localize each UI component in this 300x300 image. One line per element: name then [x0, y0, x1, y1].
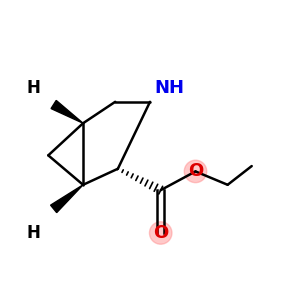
Text: NH: NH	[154, 80, 184, 98]
Text: O: O	[188, 162, 203, 180]
Circle shape	[184, 160, 207, 183]
Text: H: H	[27, 80, 40, 98]
Polygon shape	[51, 185, 83, 213]
Text: O: O	[153, 224, 168, 242]
Circle shape	[149, 222, 172, 244]
Text: H: H	[27, 224, 40, 242]
Polygon shape	[51, 100, 83, 123]
